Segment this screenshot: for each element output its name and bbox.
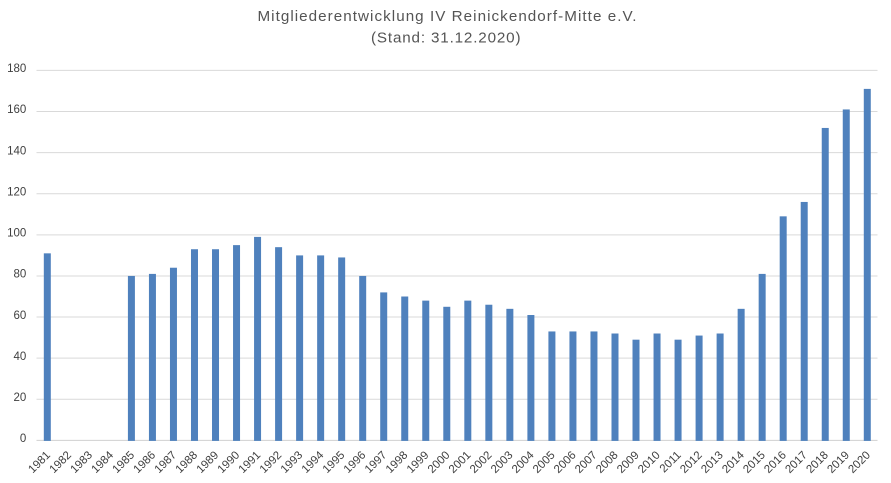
svg-text:180: 180: [7, 63, 26, 75]
svg-text:0: 0: [20, 433, 26, 445]
svg-text:140: 140: [7, 145, 26, 157]
svg-text:(Stand: 31.12.2020): (Stand: 31.12.2020): [371, 30, 521, 47]
svg-text:Mitgliederentwicklung IV Reini: Mitgliederentwicklung IV Reinickendorf-M…: [257, 8, 637, 25]
svg-text:160: 160: [7, 104, 26, 116]
svg-text:80: 80: [14, 269, 27, 281]
svg-text:20: 20: [14, 392, 27, 404]
svg-text:100: 100: [7, 228, 26, 240]
svg-text:60: 60: [14, 310, 27, 322]
svg-text:120: 120: [7, 186, 26, 198]
svg-text:40: 40: [14, 351, 27, 363]
